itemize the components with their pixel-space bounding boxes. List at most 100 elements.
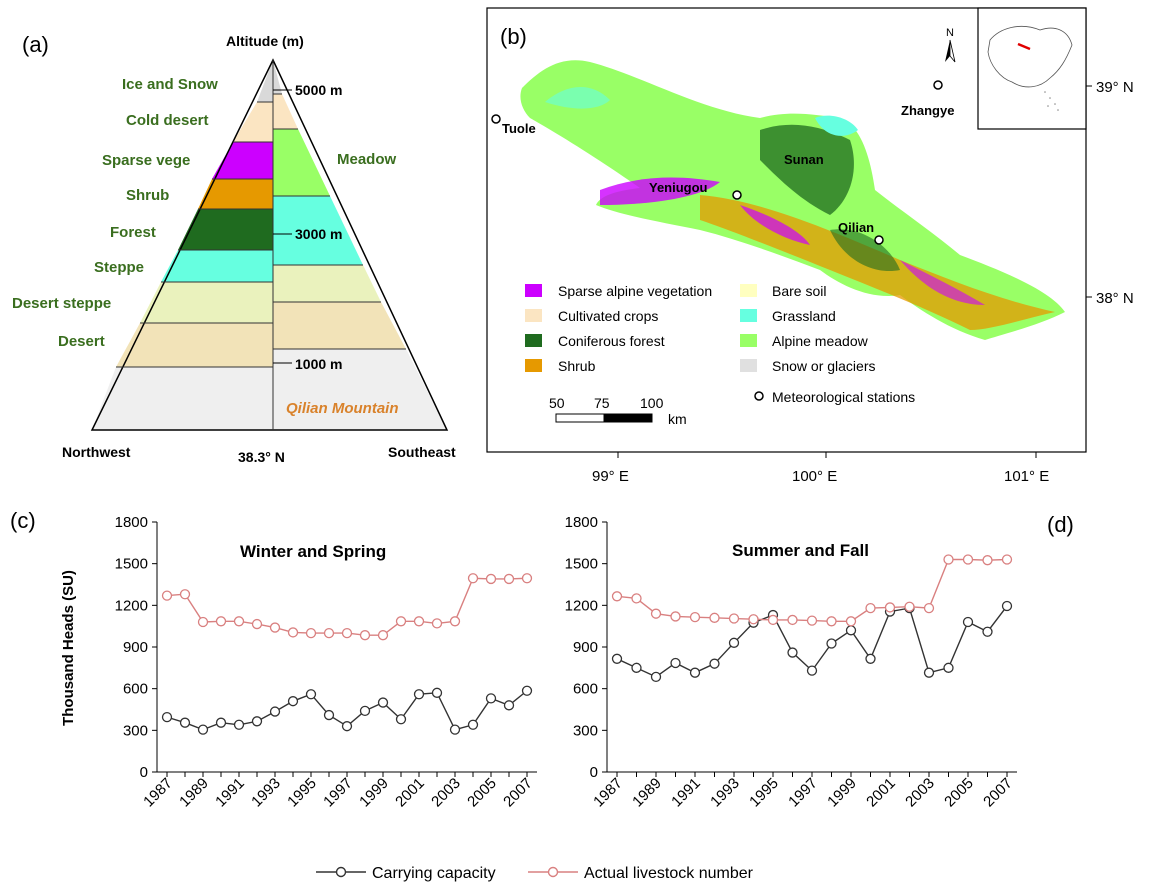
legend-grassland: Grassland: [772, 308, 836, 324]
data-point: [413, 616, 425, 627]
data-point: [251, 716, 263, 727]
panel-a-letter: (a): [22, 32, 49, 57]
data-point: [806, 665, 818, 676]
band-sparse-vege: [212, 142, 273, 179]
y-tick-label: 0: [140, 764, 148, 781]
zone-meadow: Meadow: [337, 151, 397, 168]
data-point: [1001, 554, 1013, 565]
data-point: [269, 706, 281, 717]
x-tick-label: 1991: [668, 775, 704, 811]
lat-39: 39° N: [1096, 79, 1134, 96]
data-point: [611, 591, 623, 602]
data-point: [689, 611, 701, 623]
legend-snow: Snow or glaciers: [772, 358, 876, 374]
data-point: [485, 693, 497, 704]
band-right-snow: [273, 60, 282, 94]
legend-actual: Actual livestock number: [584, 865, 754, 882]
data-point: [923, 667, 935, 678]
map-sparse-veg-patch: [600, 177, 720, 205]
data-point: [787, 647, 798, 658]
legend-swatch-bare: [740, 284, 757, 297]
data-point: [287, 627, 299, 638]
scale-100: 100: [640, 395, 664, 411]
altitude-3000: 3000 m: [295, 226, 342, 242]
data-point: [884, 602, 896, 613]
data-point: [233, 616, 245, 627]
data-point: [485, 573, 497, 585]
map-ticks: [617, 85, 1092, 458]
zone-ice-snow: Ice and Snow: [122, 76, 218, 93]
legend-swatch-meadow: [740, 334, 757, 347]
y-axis-label: Thousand Heads (SU): [60, 570, 77, 726]
altitude-5000: 5000 m: [295, 82, 342, 98]
station-sunan: Sunan: [784, 152, 824, 167]
y-tick-label: 300: [123, 722, 148, 739]
band-desert-steppe: [140, 282, 273, 323]
band-steppe: [161, 250, 273, 282]
zone-desert-steppe: Desert steppe: [12, 295, 111, 312]
data-point: [943, 554, 954, 565]
label-southeast: Southeast: [388, 444, 456, 460]
band-forest: [178, 209, 273, 250]
zone-cold-desert: Cold desert: [126, 112, 209, 129]
svg-text:N: N: [946, 27, 954, 39]
data-point: [449, 616, 461, 627]
band-meadow: [273, 129, 330, 196]
data-point: [377, 697, 389, 708]
legend-bare: Bare soil: [772, 283, 826, 299]
data-point: [413, 689, 425, 700]
band-right-desert-steppe: [273, 265, 381, 302]
y-tick-label: 1500: [115, 556, 148, 573]
north-arrow-icon: N: [945, 27, 956, 63]
data-point: [215, 717, 227, 728]
lat-38: 38° N: [1096, 290, 1134, 307]
station-qilian-marker: [874, 235, 884, 245]
data-point: [845, 625, 857, 636]
legend-swatch-forest: [525, 334, 542, 347]
x-tick-label: 2007: [500, 775, 536, 811]
x-tick-label: 1993: [248, 775, 284, 811]
legend-sparse: Sparse alpine vegetation: [558, 283, 712, 299]
x-tick-label: 1995: [284, 775, 320, 811]
panel-b: (b) Tuole Yeniugou Sunan Qilian Zhangye …: [486, 7, 1134, 485]
band-shrub: [198, 179, 273, 209]
data-point: [431, 687, 443, 698]
band-base-right: [273, 349, 447, 430]
data-point: [395, 714, 407, 725]
legend-swatch-snow: [740, 359, 757, 372]
data-point: [305, 689, 317, 700]
data-point: [395, 616, 407, 627]
y-tick-label: 1800: [115, 514, 148, 531]
legend-swatch-crops: [525, 309, 542, 322]
data-point: [650, 608, 662, 619]
station-zhangye-marker: [933, 80, 943, 90]
band-right-steppe: [273, 196, 363, 265]
station-qilian: Qilian: [838, 220, 874, 235]
data-point: [251, 618, 263, 630]
panel-d-letter: (d): [1047, 512, 1074, 537]
data-point: [341, 721, 353, 732]
band-base-left: [92, 367, 273, 430]
data-point: [431, 618, 443, 629]
band-ice-snow: [257, 60, 273, 102]
x-tick-label: 2005: [941, 775, 977, 811]
panel-c-letter: (c): [10, 508, 36, 533]
x-tick-label: 2001: [392, 775, 428, 811]
zone-forest: Forest: [110, 224, 156, 241]
scale-bar: 50 75 100 km: [549, 395, 687, 427]
data-point: [215, 616, 227, 627]
legend-station: Meteorological stations: [772, 389, 915, 405]
data-point: [650, 671, 662, 683]
mountain-label: Qilian Mountain: [286, 400, 399, 417]
y-tick-label: 1500: [565, 556, 598, 573]
y-tick-label: 900: [123, 639, 148, 656]
label-latitude: 38.3° N: [238, 449, 285, 465]
legend-shrub: Shrub: [558, 358, 596, 374]
scale-50: 50: [549, 395, 565, 411]
x-tick-label: 1989: [629, 775, 665, 811]
y-tick-label: 600: [573, 681, 598, 698]
data-point: [962, 554, 974, 565]
altitude-title: Altitude (m): [226, 33, 304, 49]
data-point: [359, 705, 371, 717]
